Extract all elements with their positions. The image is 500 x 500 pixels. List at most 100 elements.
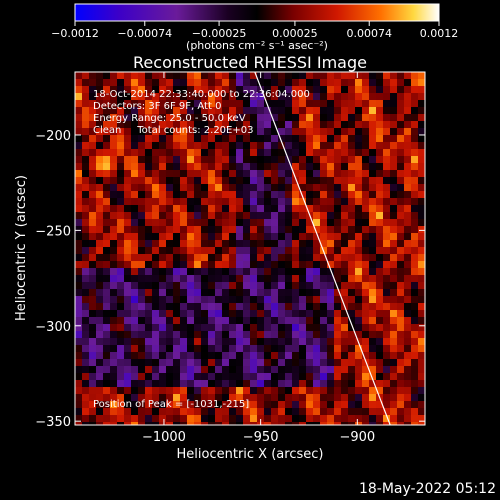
- heatmap-cell: [208, 352, 215, 359]
- heatmap-cell: [369, 282, 376, 289]
- heatmap-cell: [397, 387, 404, 394]
- heatmap-cell: [103, 212, 110, 219]
- heatmap-cell: [215, 149, 222, 156]
- heatmap-cell: [124, 296, 131, 303]
- heatmap-cell: [383, 331, 390, 338]
- heatmap-cell: [229, 275, 236, 282]
- colorbar-tick-label: 0.00025: [272, 27, 318, 40]
- heatmap-cell: [285, 415, 292, 422]
- heatmap-cell: [173, 366, 180, 373]
- render-timestamp: 18-May-2022 05:12: [358, 481, 496, 497]
- heatmap-cell: [313, 303, 320, 310]
- heatmap-cell: [355, 415, 362, 422]
- heatmap-cell: [334, 387, 341, 394]
- heatmap-cell: [264, 93, 271, 100]
- heatmap-cell: [187, 191, 194, 198]
- heatmap-cell: [362, 79, 369, 86]
- heatmap-cell: [257, 114, 264, 121]
- heatmap-cell: [313, 289, 320, 296]
- colorbar: [74, 3, 440, 22]
- heatmap-cell: [236, 394, 243, 401]
- heatmap-cell: [194, 380, 201, 387]
- heatmap-cell: [327, 107, 334, 114]
- heatmap-cell: [418, 149, 425, 156]
- heatmap-cell: [173, 93, 180, 100]
- heatmap-cell: [173, 289, 180, 296]
- heatmap-cell: [334, 79, 341, 86]
- heatmap-cell: [257, 254, 264, 261]
- heatmap-cell: [320, 352, 327, 359]
- heatmap-cell: [96, 366, 103, 373]
- heatmap-cell: [222, 191, 229, 198]
- heatmap-cell: [236, 415, 243, 422]
- heatmap-cell: [418, 296, 425, 303]
- heatmap-cells: [75, 72, 425, 425]
- heatmap-cell: [250, 240, 257, 247]
- heatmap-cell: [320, 380, 327, 387]
- heatmap-cell: [180, 79, 187, 86]
- heatmap-cell: [89, 408, 96, 415]
- heatmap-cell: [271, 170, 278, 177]
- heatmap-cell: [341, 128, 348, 135]
- heatmap-cell: [159, 107, 166, 114]
- heatmap-cell: [75, 72, 82, 79]
- heatmap-cell: [75, 303, 82, 310]
- heatmap-cell: [117, 135, 124, 142]
- heatmap-cell: [376, 338, 383, 345]
- heatmap-cell: [390, 289, 397, 296]
- heatmap-cell: [89, 177, 96, 184]
- heatmap-cell: [313, 401, 320, 408]
- heatmap-cell: [89, 114, 96, 121]
- heatmap-cell: [180, 128, 187, 135]
- heatmap-cell: [278, 114, 285, 121]
- heatmap-cell: [369, 114, 376, 121]
- heatmap-cell: [89, 86, 96, 93]
- heatmap-cell: [82, 191, 89, 198]
- heatmap-cell: [334, 163, 341, 170]
- heatmap-cell: [334, 177, 341, 184]
- heatmap-cell: [89, 156, 96, 163]
- heatmap-cell: [397, 149, 404, 156]
- heatmap-cell: [96, 226, 103, 233]
- heatmap-cell: [299, 233, 306, 240]
- heatmap-cell: [397, 135, 404, 142]
- heatmap-cell: [320, 331, 327, 338]
- heatmap-cell: [138, 275, 145, 282]
- heatmap-cell: [278, 324, 285, 331]
- heatmap-cell: [131, 359, 138, 366]
- heatmap-cell: [82, 93, 89, 100]
- heatmap-cell: [341, 226, 348, 233]
- heatmap-cell: [348, 198, 355, 205]
- heatmap-cell: [75, 415, 82, 422]
- heatmap-cell: [124, 86, 131, 93]
- heatmap-cell: [369, 156, 376, 163]
- heatmap-cell: [243, 324, 250, 331]
- heatmap-cell: [173, 268, 180, 275]
- heatmap-cell: [201, 177, 208, 184]
- heatmap-cell: [411, 415, 418, 422]
- heatmap-cell: [145, 72, 152, 79]
- heatmap-cell: [117, 415, 124, 422]
- heatmap-cell: [390, 191, 397, 198]
- heatmap-cell: [257, 261, 264, 268]
- heatmap-cell: [110, 254, 117, 261]
- heatmap-cell: [82, 219, 89, 226]
- heatmap-cell: [264, 156, 271, 163]
- heatmap-cell: [110, 317, 117, 324]
- heatmap-cell: [117, 226, 124, 233]
- heatmap-cell: [96, 142, 103, 149]
- heatmap-cell: [222, 240, 229, 247]
- heatmap-cell: [306, 191, 313, 198]
- heatmap-cell: [208, 296, 215, 303]
- heatmap-cell: [320, 268, 327, 275]
- heatmap-cell: [236, 184, 243, 191]
- heatmap-cell: [348, 380, 355, 387]
- heatmap-cell: [404, 261, 411, 268]
- heatmap-cell: [278, 317, 285, 324]
- heatmap-cell: [229, 79, 236, 86]
- heatmap-cell: [75, 205, 82, 212]
- heatmap-cell: [194, 310, 201, 317]
- heatmap-cell: [166, 93, 173, 100]
- heatmap-cell: [250, 93, 257, 100]
